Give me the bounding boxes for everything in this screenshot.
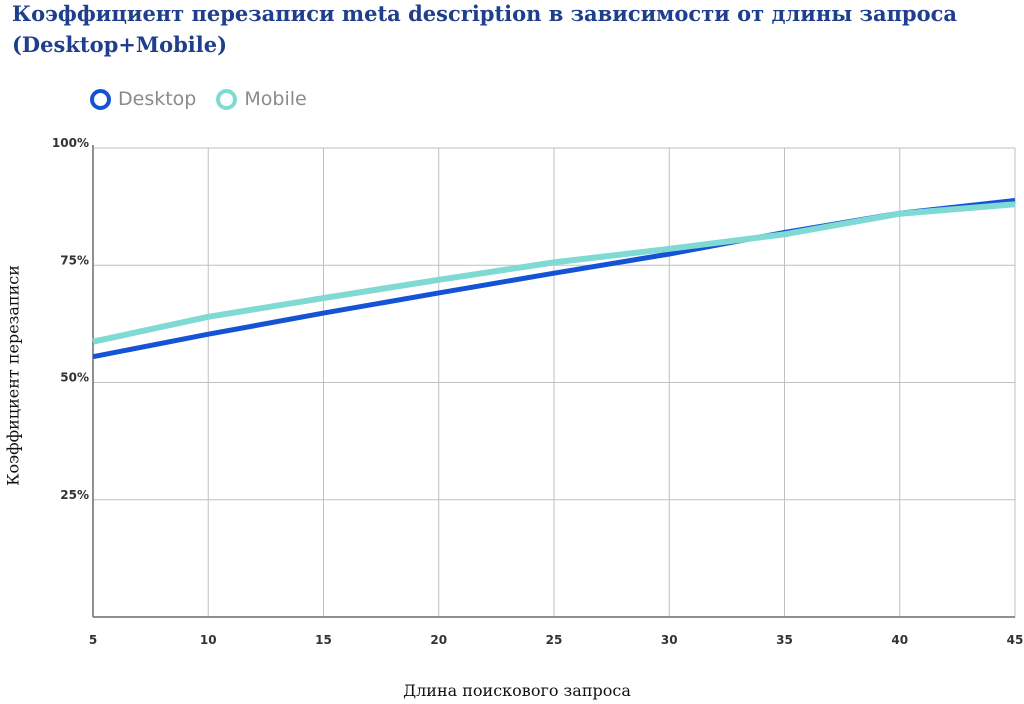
legend: Desktop Mobile xyxy=(90,88,307,110)
y-tick-label-75: 75% xyxy=(60,253,89,267)
y-tick-label-100: 100% xyxy=(52,136,89,150)
x-tick-label-45: 45 xyxy=(1007,633,1024,647)
series-line-mobile xyxy=(92,201,1016,345)
legend-item-mobile: Mobile xyxy=(216,88,307,110)
x-tick-label-35: 35 xyxy=(776,633,793,647)
x-tick-label-30: 30 xyxy=(661,633,678,647)
legend-marker-mobile xyxy=(216,88,238,110)
tick-labels: 5 10 15 20 25 30 35 40 45 25% 50% 75% 100% xyxy=(52,136,1023,647)
y-tick-label-25: 25% xyxy=(60,488,89,502)
x-tick-label-20: 20 xyxy=(430,633,447,647)
x-axis-title: Длина поискового запроса xyxy=(403,681,631,700)
axes xyxy=(92,145,1015,618)
x-tick-label-5: 5 xyxy=(89,633,97,647)
legend-item-desktop: Desktop xyxy=(90,88,196,110)
x-tick-label-10: 10 xyxy=(200,633,217,647)
series xyxy=(92,198,1016,360)
chart-title: Коэффициент перезаписи meta description … xyxy=(12,1,958,57)
legend-marker-desktop xyxy=(90,88,111,110)
x-tick-label-15: 15 xyxy=(315,633,332,647)
x-tick-label-40: 40 xyxy=(891,633,908,647)
x-tick-label-25: 25 xyxy=(546,633,563,647)
legend-label-mobile: Mobile xyxy=(244,88,307,110)
legend-label-desktop: Desktop xyxy=(118,88,197,110)
y-tick-label-50: 50% xyxy=(60,371,89,385)
grid xyxy=(93,147,1016,617)
